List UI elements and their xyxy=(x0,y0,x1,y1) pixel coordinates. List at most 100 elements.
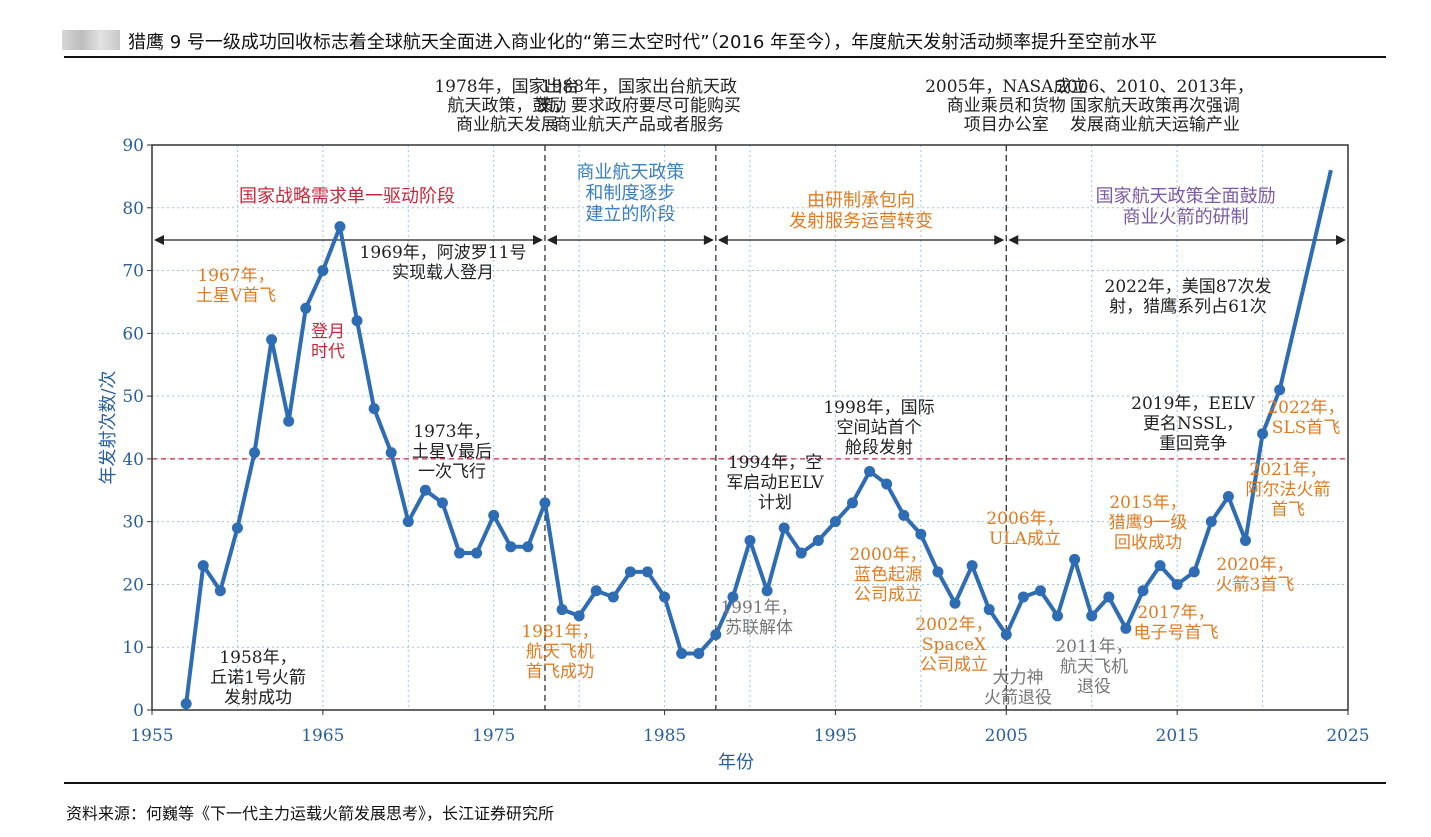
phase-arrow-head-left xyxy=(717,235,728,245)
phase-arrow-head-right xyxy=(703,235,714,245)
series-layer xyxy=(180,169,1333,710)
data-point xyxy=(744,535,756,546)
data-point xyxy=(898,509,910,521)
annotation-label: 1969年，阿波罗11号实现载人登月 xyxy=(360,243,527,283)
y-tick-label: 10 xyxy=(122,638,144,658)
data-point xyxy=(1257,428,1269,440)
annotation-label: 2002年， SpaceX 公司成立 xyxy=(915,615,992,675)
data-point xyxy=(624,566,636,578)
annotation-label: 大力神火箭退役 xyxy=(984,668,1052,708)
data-point xyxy=(1000,629,1012,641)
y-tick-label: 60 xyxy=(122,324,144,344)
x-tick-label: 2005 xyxy=(985,726,1028,746)
data-point xyxy=(1222,491,1234,503)
phase-arrow-head-right xyxy=(1336,235,1346,245)
data-point xyxy=(1239,535,1251,546)
data-point xyxy=(1086,610,1098,622)
y-tick-label: 30 xyxy=(122,513,144,533)
y-tick-label: 50 xyxy=(122,387,144,407)
policy-note: 2006、2010、2013年，国家航天政策再次强调发展商业航天运输产业 xyxy=(1056,77,1254,135)
y-axis-title: 年发射次数/次 xyxy=(98,370,119,484)
data-point xyxy=(522,541,534,553)
annotation-label: 1958年，丘诺1号火箭发射成功 xyxy=(210,648,306,708)
data-point xyxy=(659,591,671,603)
phase-arrow-head-right xyxy=(532,235,543,245)
data-point xyxy=(966,560,978,572)
data-point xyxy=(351,315,363,327)
data-point xyxy=(317,265,329,277)
annotation-label: 1998年，国际空间站首个舱段发射 xyxy=(823,398,934,458)
data-point xyxy=(812,535,824,546)
data-point xyxy=(641,566,653,578)
data-point xyxy=(1137,585,1149,597)
data-point xyxy=(795,547,807,559)
x-tick-label: 2025 xyxy=(1326,726,1369,746)
data-point xyxy=(180,698,192,710)
annotation-label: 2011年，航天飞机退役 xyxy=(1055,637,1132,697)
annotation-label: 1973年，土星V最后一次飞行 xyxy=(412,422,492,482)
y-tick-label: 40 xyxy=(122,450,144,470)
data-point xyxy=(1052,610,1064,622)
annotation-label: 2015年，猎鹰9一级回收成功 xyxy=(1109,493,1188,553)
annotation-label: 1991年，苏联解体 xyxy=(720,598,797,638)
x-tick-label: 1995 xyxy=(814,726,857,746)
data-point xyxy=(471,547,483,559)
bottom-divider xyxy=(64,782,1386,784)
policy-note: 1978年，国家出台航天政策，鼓励商业航天发展 xyxy=(434,77,579,135)
data-point xyxy=(727,591,739,603)
plot-frame xyxy=(151,144,1349,711)
annotation-label: 1967年，土星V首飞 xyxy=(196,266,276,306)
data-point xyxy=(505,541,517,553)
annotation-label: 2021年，阿尔法火箭首飞 xyxy=(1246,460,1331,520)
phase-arrow-head-right xyxy=(994,235,1005,245)
data-point xyxy=(1103,591,1115,603)
data-point xyxy=(1171,578,1183,590)
data-point xyxy=(266,334,278,346)
data-point xyxy=(573,610,585,622)
data-point xyxy=(881,478,893,490)
data-point xyxy=(693,648,705,659)
x-tick-label: 1955 xyxy=(130,726,173,746)
top-divider xyxy=(64,56,1386,58)
y-tick-label: 0 xyxy=(133,701,144,721)
source-note: 资料来源：何巍等《下一代主力运载火箭发展思考》，长江证券研究所 xyxy=(66,804,555,823)
phase-arrow-head-left xyxy=(1008,235,1019,245)
annotation-label: 2017年，电子号首飞 xyxy=(1134,603,1219,643)
data-point xyxy=(949,597,961,609)
phase-label: 国家战略需求单一驱动阶段 xyxy=(239,186,455,207)
data-point xyxy=(283,415,295,427)
x-axis-title: 年份 xyxy=(718,752,754,773)
data-point xyxy=(539,497,551,509)
publisher-logo xyxy=(62,30,120,50)
y-tick-label: 70 xyxy=(122,262,144,282)
data-point xyxy=(983,604,995,616)
data-point xyxy=(847,497,859,509)
phase-arrow-head-left xyxy=(546,235,557,245)
y-tick-label: 90 xyxy=(122,136,144,156)
annotation-label: 2022年，美国87次发射，猎鹰系列占61次 xyxy=(1105,277,1272,317)
data-point xyxy=(590,585,602,597)
data-point xyxy=(932,566,944,578)
data-point xyxy=(676,648,688,659)
annotation-layer: 国家战略需求单一驱动阶段 商业航天政策和制度逐步建立的阶段 由研制承包向发射服务运营… xyxy=(196,77,1345,708)
reference-layer xyxy=(152,145,1348,710)
policy-note: 2005年，NASA成立商业乘员和货物项目办公室 xyxy=(925,77,1087,135)
data-point xyxy=(488,509,500,521)
policy-note: 1988年，国家出台航天政策，要求政府要尽可能购买商业航天产品或者服务 xyxy=(537,77,741,135)
axes-layer: 1955 1965 1975 1985 1995 2005 2015 2025 0 10 20 30 4… xyxy=(98,136,1370,773)
data-point xyxy=(864,465,876,477)
phase-label: 由研制承包向发射服务运营转变 xyxy=(789,190,933,232)
data-point xyxy=(436,497,448,509)
page-title: 猎鹰 9 号一级成功回收标志着全球航天全面进入商业化的“第三太空时代”（2016… xyxy=(128,32,1158,53)
data-point xyxy=(761,585,773,597)
annotation-label: 2019年，EELV 更名NSSL，重回竞争 xyxy=(1131,394,1255,454)
x-tick-label: 2015 xyxy=(1156,726,1199,746)
data-point xyxy=(231,522,243,534)
annotation-label: 2006年， ULA成立 xyxy=(986,509,1063,549)
data-point xyxy=(454,547,466,559)
y-tick-label: 80 xyxy=(122,199,144,219)
data-point xyxy=(1274,384,1286,396)
series-line xyxy=(184,169,1333,704)
data-point xyxy=(300,302,312,314)
data-point xyxy=(1034,585,1046,597)
